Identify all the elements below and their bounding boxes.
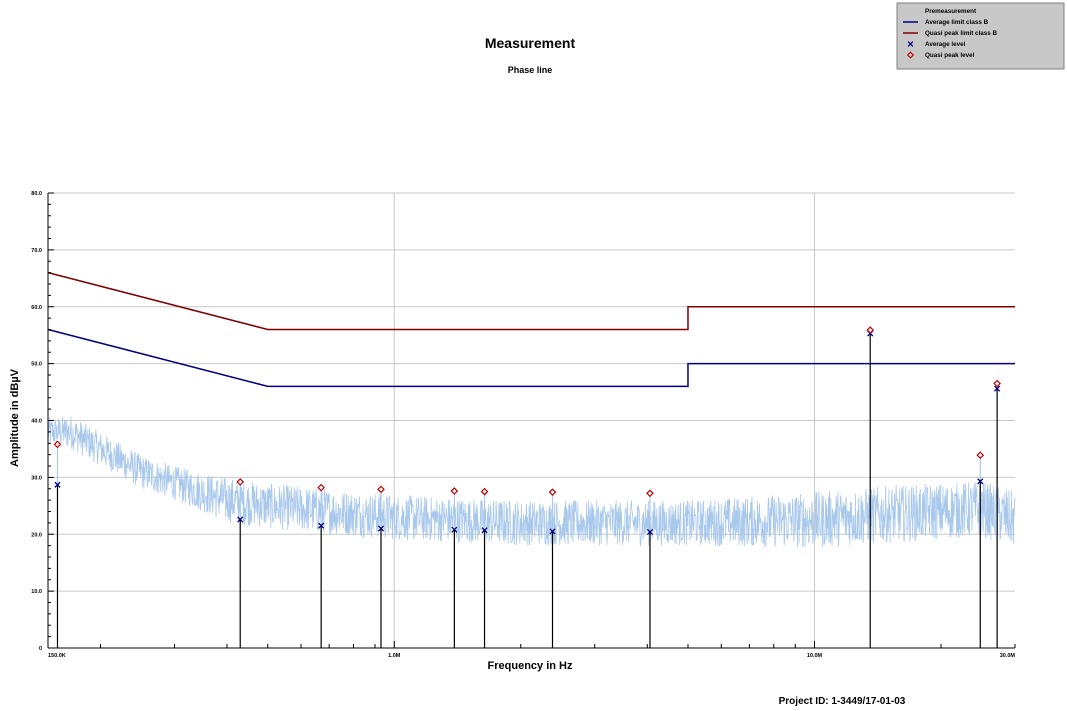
- average-level-marker: [549, 528, 556, 535]
- quasi-peak-level-marker: [976, 451, 985, 460]
- y-tick-label: 20.0: [31, 532, 42, 538]
- legend-label: Average limit class B: [925, 19, 989, 26]
- x-tick-label: 30.0M: [1000, 653, 1016, 659]
- quasi-peak-limit-line: [47, 271, 1015, 331]
- premeasurement-trace: [47, 416, 1016, 548]
- average-level-marker: [994, 385, 1001, 392]
- quasi-peak-level-marker: [317, 483, 326, 492]
- average-level-marker: [54, 481, 61, 488]
- average-limit-line: [47, 328, 1015, 388]
- y-tick-label: 30.0: [31, 475, 42, 481]
- average-level-marker: [481, 527, 488, 534]
- average-level-marker: [377, 525, 385, 532]
- quasi-peak-level-marker: [450, 487, 459, 495]
- legend-box: [896, 2, 1065, 70]
- y-tick-label: 40.0: [31, 419, 42, 425]
- legend-diamond-swatch: [906, 51, 915, 59]
- quasi-peak-level-marker: [646, 489, 654, 498]
- legend-label: Premeasurement: [925, 8, 977, 15]
- quasi-peak-level-marker: [866, 326, 875, 334]
- quasi-peak-level-marker: [480, 487, 489, 496]
- average-level-marker: [646, 528, 654, 536]
- legend-label: Average level: [925, 41, 966, 48]
- legend-x-swatch: [907, 41, 914, 47]
- y-tick-label: 10.0: [31, 589, 42, 595]
- average-level-marker: [451, 526, 458, 533]
- average-level-marker: [977, 478, 984, 485]
- y-tick-label: 0: [39, 646, 42, 652]
- quasi-peak-level-marker: [993, 379, 1001, 388]
- legend-label: Quasi peak limit class B: [925, 30, 998, 37]
- chart-subtitle: Phase line: [508, 65, 553, 75]
- average-level-marker: [318, 522, 325, 529]
- y-tick-label: 50.0: [31, 362, 42, 368]
- y-tick-label: 70.0: [31, 248, 42, 254]
- x-tick-label: 10.0M: [807, 653, 823, 659]
- x-axis-title: Frequency in Hz: [488, 660, 573, 672]
- y-axis-title: Amplitude in dBµV: [9, 368, 21, 467]
- quasi-peak-level-marker: [236, 478, 245, 486]
- x-tick-label: 150.0K: [48, 653, 66, 659]
- legend: Premeasurement Average limit class B Quasi…: [896, 2, 1065, 70]
- legend-label: Quasi peak level: [925, 52, 975, 59]
- project-id: Project ID: 1-3449/17-01-03: [779, 696, 906, 707]
- x-tick-label: 1.0M: [388, 653, 401, 659]
- y-tick-label: 80.0: [31, 191, 42, 197]
- quasi-peak-level-marker: [548, 488, 557, 497]
- quasi-peak-level-marker: [53, 440, 62, 449]
- chart-title: Measurement: [485, 35, 576, 51]
- quasi-peak-level-marker: [377, 485, 385, 494]
- y-tick-label: 60.0: [31, 305, 42, 311]
- average-level-marker: [237, 516, 244, 523]
